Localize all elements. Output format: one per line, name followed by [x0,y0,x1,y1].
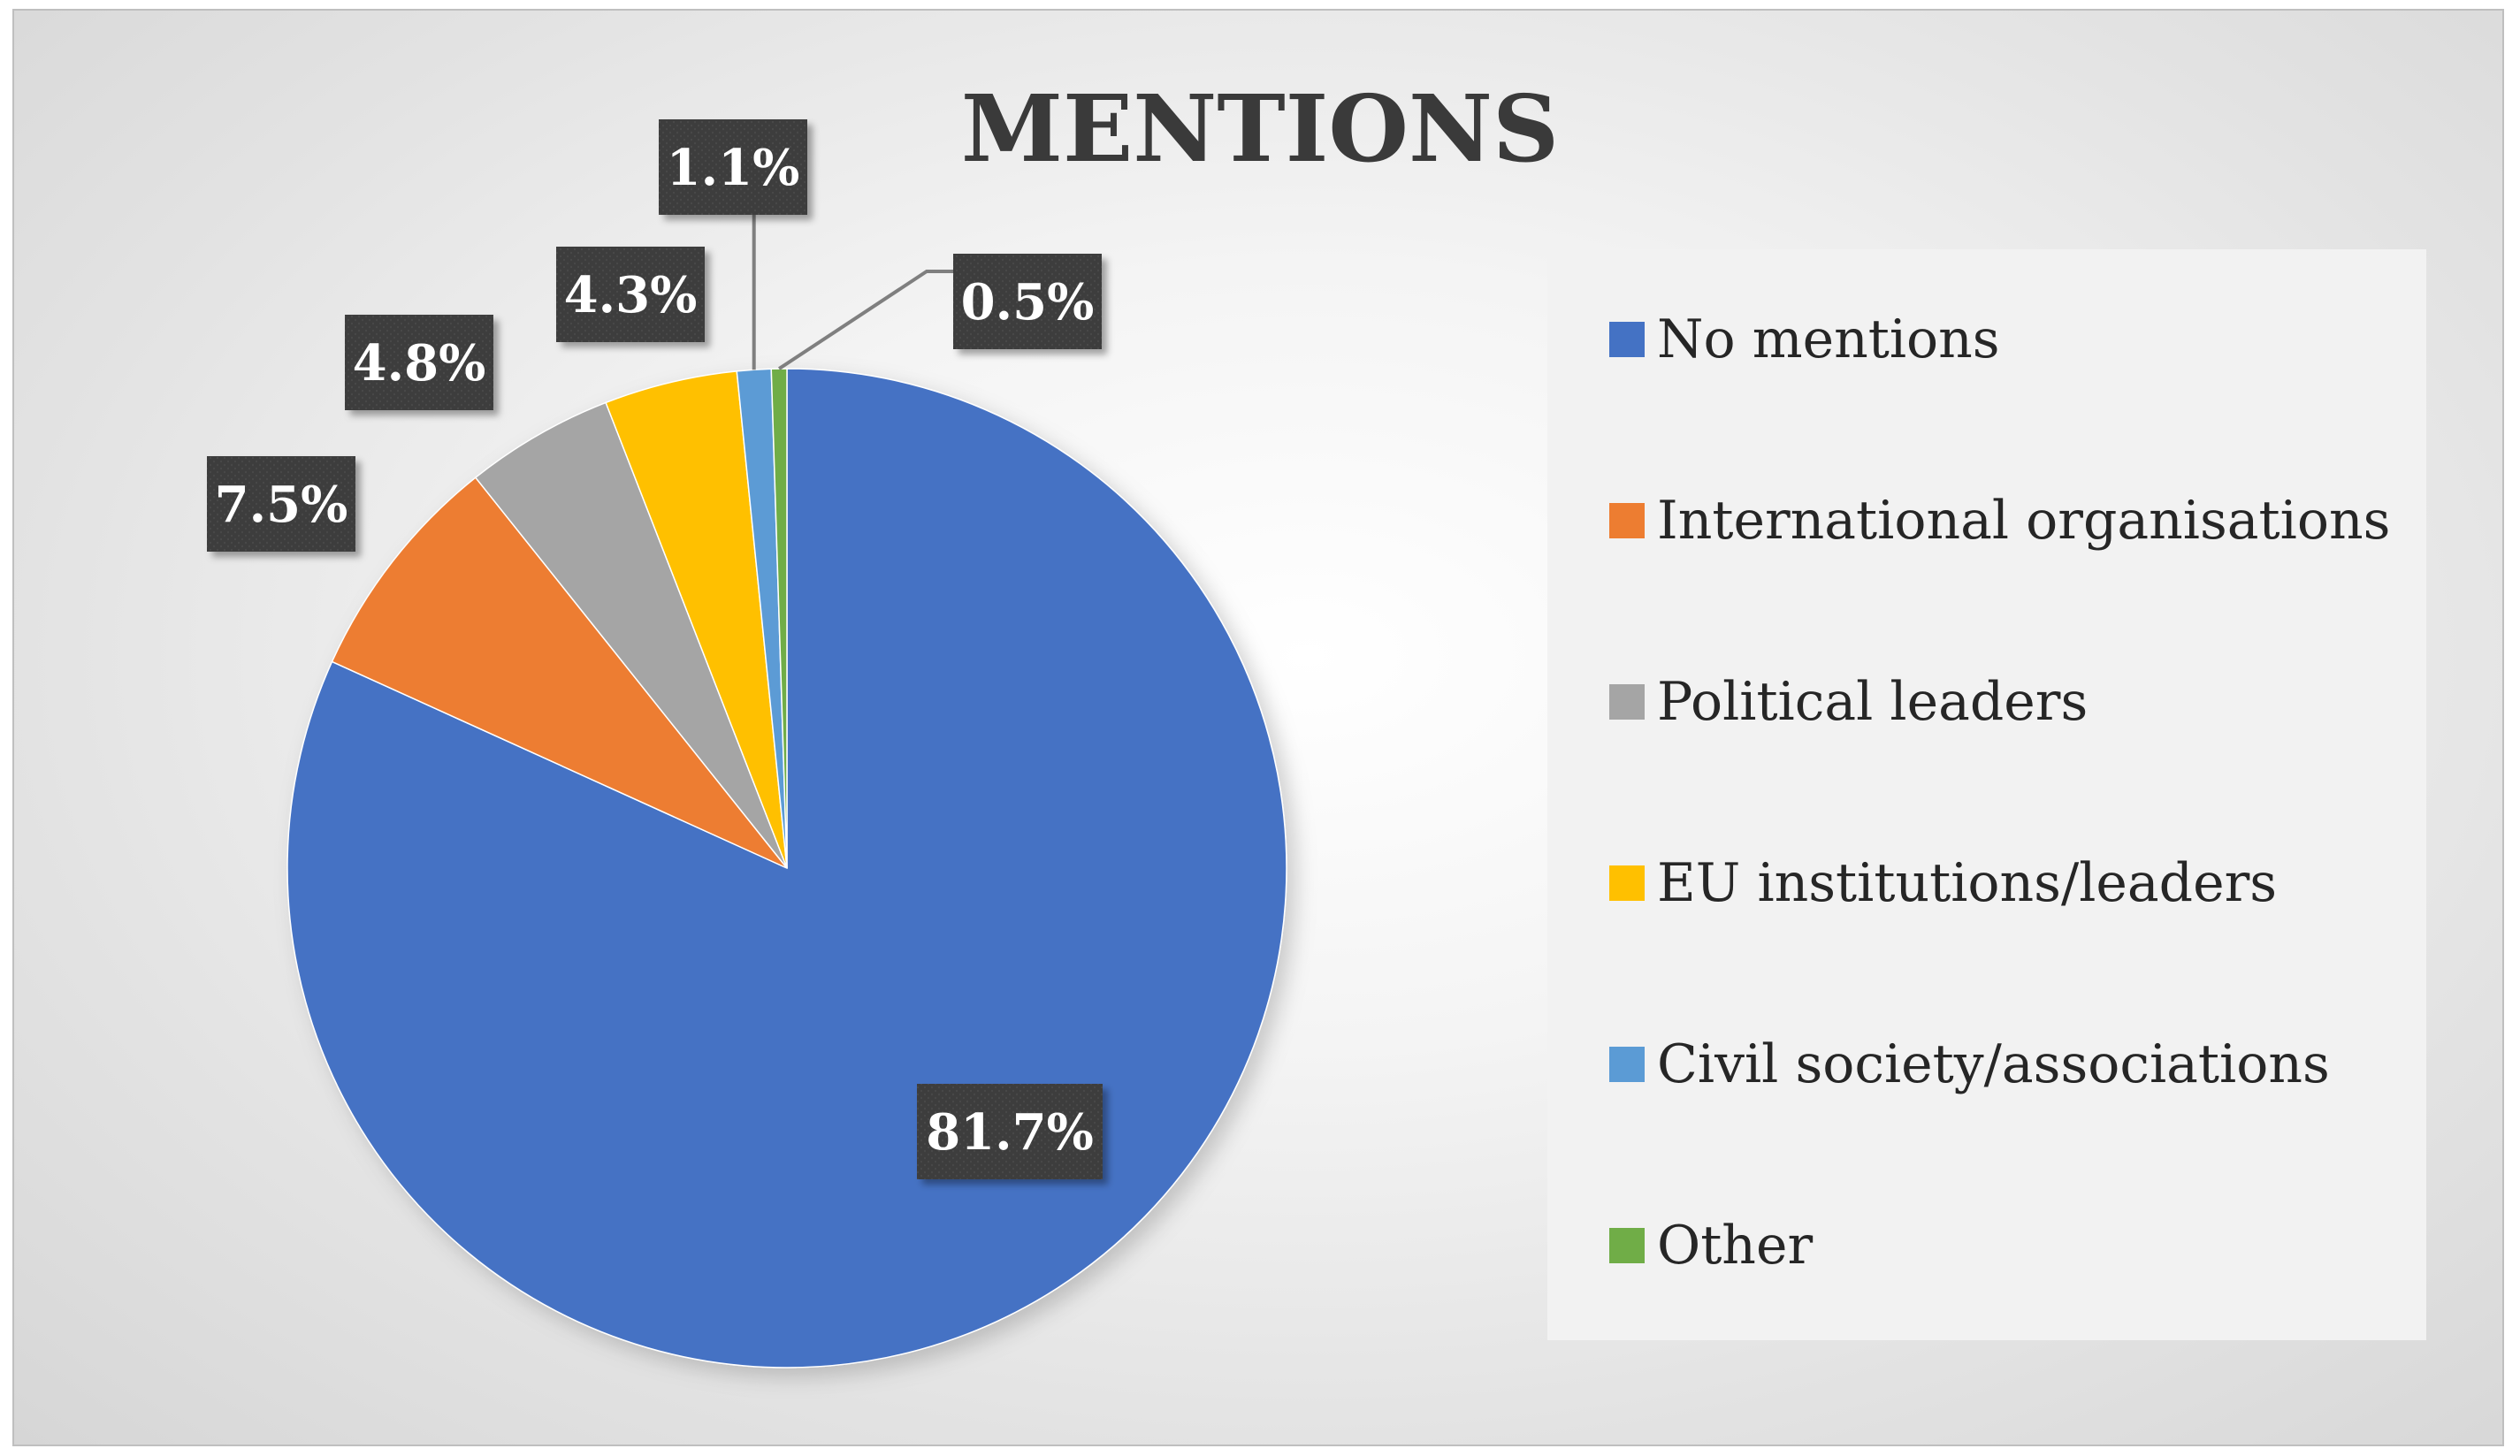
label-leader-lines [752,215,953,370]
data-labels: 81.7% 7.5% 4.8% 4.3% 1.1% 0.5% [207,119,1103,1179]
pie-slices [286,368,1287,1368]
data-label-political-leaders: 4.8% [353,334,486,393]
data-label-box-eu-institutions-leaders [556,247,705,342]
legend-item-eu-institutions-leaders: EU institutions/leaders [1609,852,2277,914]
data-label-box-international-organisations [207,456,355,552]
legend-item-no-mentions: No mentions [1609,309,2000,370]
data-label-international-organisations: 7.5% [215,476,348,534]
legend-label: No mentions [1657,309,2000,370]
data-label-box-other [953,254,1102,349]
legend-label: Civil society/associations [1657,1033,2330,1095]
legend-label: Other [1657,1215,1814,1277]
legend-item-political-leaders: Political leaders [1609,671,2088,733]
pie-slice-political-leaders [474,401,788,869]
data-label-box-political-leaders [345,315,493,410]
data-label-box-no-mentions [917,1084,1103,1179]
legend-item-international-organisations: International organisations [1609,490,2390,552]
legend-item-civil-society-associations: Civil society/associations [1609,1033,2330,1095]
data-label-eu-institutions-leaders: 4.3% [564,266,698,324]
leader-line-other [777,270,953,370]
legend-label: Political leaders [1657,671,2089,733]
legend-swatch [1609,1047,1645,1082]
legend-label: International organisations [1657,490,2391,552]
legend-swatch [1609,322,1645,357]
legend-swatch [1609,684,1645,720]
data-label-box-civil-society-associations [659,119,807,215]
legend-item-other: Other [1609,1215,1813,1277]
legend-swatch [1609,865,1645,901]
data-label-no-mentions: 81.7% [926,1103,1094,1162]
data-label-other: 0.5% [961,273,1095,332]
pie-slice-international-organisations [331,476,788,869]
legend-swatch [1609,1228,1645,1263]
legend-label: EU institutions/leaders [1657,852,2278,914]
data-label-civil-society-associations: 1.1% [667,139,800,197]
chart-title: MENTIONS [961,74,1559,183]
legend-swatch [1609,503,1645,538]
legend: No mentions International organisations Po… [1547,249,2426,1340]
